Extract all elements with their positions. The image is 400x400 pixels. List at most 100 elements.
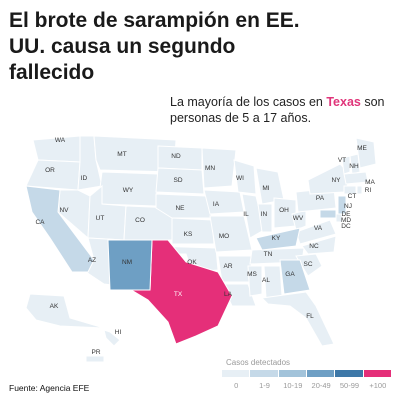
- state-label-wi: WI: [236, 175, 244, 182]
- state-ky: [255, 227, 301, 251]
- state-label-oh: OH: [279, 207, 289, 214]
- state-label-mt: MT: [117, 151, 126, 158]
- state-hi: [103, 329, 121, 347]
- headline: El brote de sarampión en EE. UU. causa u…: [9, 9, 300, 84]
- state-ne: [155, 193, 213, 219]
- state-label-az: AZ: [88, 257, 96, 264]
- legend-title: Casos detectados: [226, 358, 291, 367]
- subtitle-text-before: La mayoría de los casos en: [170, 95, 327, 109]
- state-ct: [343, 185, 357, 195]
- state-label-ar: AR: [223, 263, 232, 270]
- state-wi: [233, 159, 257, 195]
- state-vt: [341, 155, 351, 175]
- state-label-ms: MS: [247, 271, 257, 278]
- state-label-nc: NC: [309, 243, 319, 250]
- state-ga: [279, 259, 311, 295]
- state-label-il: IL: [243, 211, 249, 218]
- state-label-tn: TN: [264, 251, 273, 258]
- state-label-fl: FL: [306, 313, 314, 320]
- state-nc: [301, 235, 337, 255]
- subtitle: La mayoría de los casos en Texas son per…: [170, 94, 395, 126]
- state-label-ct: CT: [348, 193, 357, 200]
- legend: Casos detectados 0 1-9 10-19 20-49 50-99 +100: [222, 358, 392, 390]
- legend-color-bar: [222, 370, 392, 377]
- state-label-md: MD: [341, 217, 351, 224]
- subtitle-highlight-texas: Texas: [326, 95, 361, 109]
- state-label-al: AL: [262, 277, 270, 284]
- state-label-or: OR: [45, 167, 55, 174]
- state-label-ca: CA: [35, 219, 45, 226]
- state-mn: [201, 147, 237, 189]
- source-note: Fuente: Agencia EFE: [9, 383, 90, 393]
- state-label-wa: WA: [55, 137, 66, 144]
- state-label-va: VA: [314, 225, 323, 232]
- legend-label: 50-99: [339, 381, 360, 390]
- state-label-pr: PR: [91, 349, 100, 356]
- state-label-mo: MO: [219, 233, 229, 240]
- state-ks: [171, 217, 215, 245]
- state-label-pa: PA: [316, 195, 325, 202]
- legend-label: 0: [234, 381, 239, 390]
- state-label-ga: GA: [285, 271, 295, 278]
- state-md: [319, 209, 337, 219]
- state-label-de: DE: [341, 211, 351, 218]
- state-va: [295, 219, 337, 245]
- state-labels: WA OR CA NV ID MT WY UT AZ CO NM ND SD NE KS OK TX MN IA MO…: [35, 137, 375, 356]
- legend-swatch: [278, 370, 306, 377]
- state-label-sc: SC: [303, 261, 312, 268]
- state-label-ks: KS: [184, 231, 193, 238]
- state-label-la: LA: [224, 291, 233, 298]
- state-sd: [155, 167, 205, 195]
- state-shapes: [25, 135, 377, 363]
- state-nj: [337, 195, 347, 215]
- legend-swatch: [335, 370, 363, 377]
- state-label-nh: NH: [349, 163, 359, 170]
- state-label-nm: NM: [122, 259, 132, 266]
- subtitle-text-after: son personas de 5 a 17 años.: [170, 95, 385, 125]
- state-label-nv: NV: [59, 207, 69, 214]
- state-or: [25, 159, 81, 191]
- legend-label: +100: [369, 381, 387, 390]
- state-label-mn: MN: [205, 165, 215, 172]
- state-label-sd: SD: [173, 177, 182, 184]
- state-label-ut: UT: [96, 215, 105, 222]
- legend-labels: 0 1-9 10-19 20-49 50-99 +100: [222, 381, 392, 390]
- state-label-id: ID: [81, 175, 88, 182]
- state-nh: [349, 153, 361, 175]
- state-label-wv: WV: [293, 215, 304, 222]
- state-label-nd: ND: [171, 153, 181, 160]
- state-label-nj: NJ: [344, 203, 352, 210]
- state-label-ky: KY: [272, 235, 281, 242]
- legend-swatch: [306, 370, 335, 377]
- state-mt: [93, 135, 177, 173]
- state-ca: [25, 185, 95, 273]
- state-label-vt: VT: [338, 157, 346, 164]
- state-label-ok: OK: [187, 259, 197, 266]
- state-ms: [247, 265, 263, 297]
- state-label-mi: MI: [262, 185, 269, 192]
- state-ri: [356, 185, 363, 195]
- state-label-ri: RI: [365, 187, 372, 194]
- state-ia: [203, 189, 245, 215]
- state-ma: [343, 171, 369, 185]
- legend-label: 20-49: [311, 381, 331, 390]
- legend-swatch: [363, 370, 391, 377]
- state-ak: [25, 293, 105, 329]
- state-nm: [107, 239, 153, 291]
- state-mo: [209, 215, 253, 253]
- state-label-tx: TX: [174, 291, 183, 298]
- state-fl: [260, 291, 335, 347]
- legend-swatch: [222, 370, 250, 377]
- state-label-co: CO: [135, 217, 145, 224]
- state-label-wy: WY: [123, 187, 134, 194]
- state-label-hi: HI: [115, 329, 122, 336]
- state-me: [355, 137, 377, 169]
- legend-label: 1-9: [259, 381, 270, 390]
- state-label-ny: NY: [331, 177, 341, 184]
- state-label-ne: NE: [175, 205, 185, 212]
- legend-label: 10-19: [283, 381, 303, 390]
- legend-swatch: [250, 370, 278, 377]
- state-label-ia: IA: [213, 201, 220, 208]
- state-sc: [295, 253, 323, 277]
- state-in: [257, 203, 273, 233]
